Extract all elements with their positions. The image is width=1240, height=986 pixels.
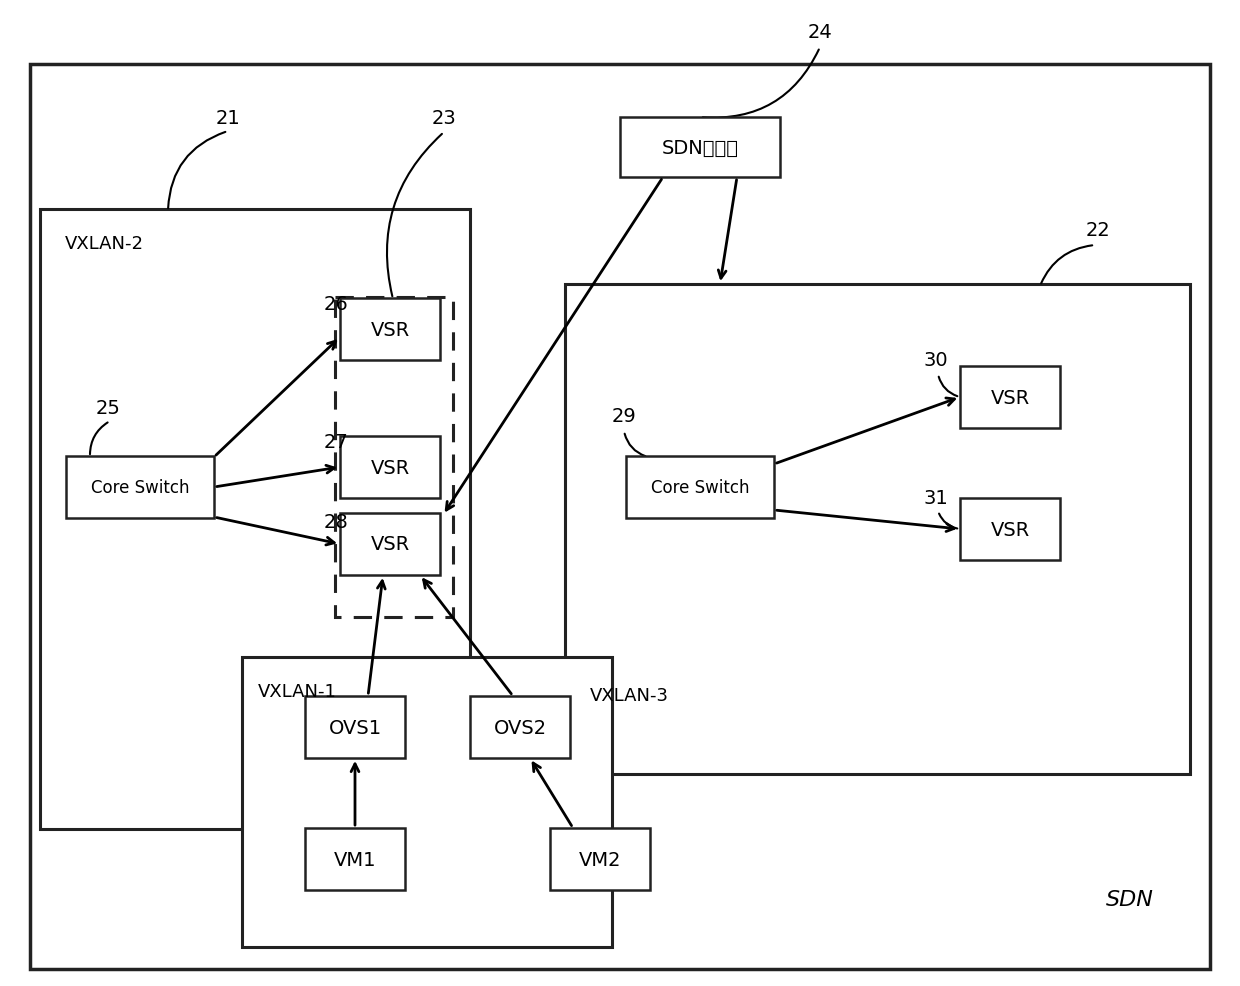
- Bar: [551, 828, 650, 890]
- Text: 30: 30: [924, 350, 949, 369]
- Bar: [470, 696, 570, 758]
- Bar: [626, 457, 774, 519]
- Text: VM2: VM2: [579, 850, 621, 869]
- Bar: [960, 499, 1060, 560]
- Text: OVS2: OVS2: [494, 718, 547, 737]
- Text: 27: 27: [324, 433, 348, 452]
- Bar: [242, 658, 613, 947]
- Bar: [340, 299, 440, 361]
- Text: VSR: VSR: [371, 458, 409, 477]
- Text: VSR: VSR: [371, 535, 409, 554]
- Bar: [565, 285, 1190, 774]
- Bar: [305, 828, 405, 890]
- Text: VSR: VSR: [371, 320, 409, 339]
- Text: 24: 24: [807, 23, 832, 41]
- Text: VXLAN-2: VXLAN-2: [64, 235, 144, 252]
- Text: 28: 28: [324, 512, 348, 531]
- Bar: [66, 457, 215, 519]
- Text: 21: 21: [216, 108, 241, 127]
- Text: 25: 25: [95, 398, 120, 417]
- Text: Core Switch: Core Switch: [651, 478, 749, 497]
- Text: Core Switch: Core Switch: [91, 478, 190, 497]
- Bar: [335, 298, 453, 617]
- Text: VSR: VSR: [991, 520, 1029, 539]
- Text: 29: 29: [611, 406, 636, 425]
- Text: VXLAN-3: VXLAN-3: [590, 686, 670, 704]
- Text: 23: 23: [432, 108, 456, 127]
- Text: OVS1: OVS1: [329, 718, 382, 737]
- Text: VSR: VSR: [991, 388, 1029, 407]
- Text: SDN: SDN: [1106, 889, 1154, 909]
- Bar: [960, 367, 1060, 429]
- Text: 26: 26: [324, 295, 348, 315]
- Text: VXLAN-1: VXLAN-1: [258, 682, 337, 700]
- Bar: [340, 437, 440, 499]
- Bar: [40, 210, 470, 829]
- Bar: [620, 118, 780, 177]
- Text: 22: 22: [1086, 220, 1110, 240]
- Text: VM1: VM1: [334, 850, 376, 869]
- Bar: [305, 696, 405, 758]
- Bar: [340, 514, 440, 576]
- Text: SDN控制器: SDN控制器: [661, 138, 739, 158]
- Text: 31: 31: [924, 488, 949, 507]
